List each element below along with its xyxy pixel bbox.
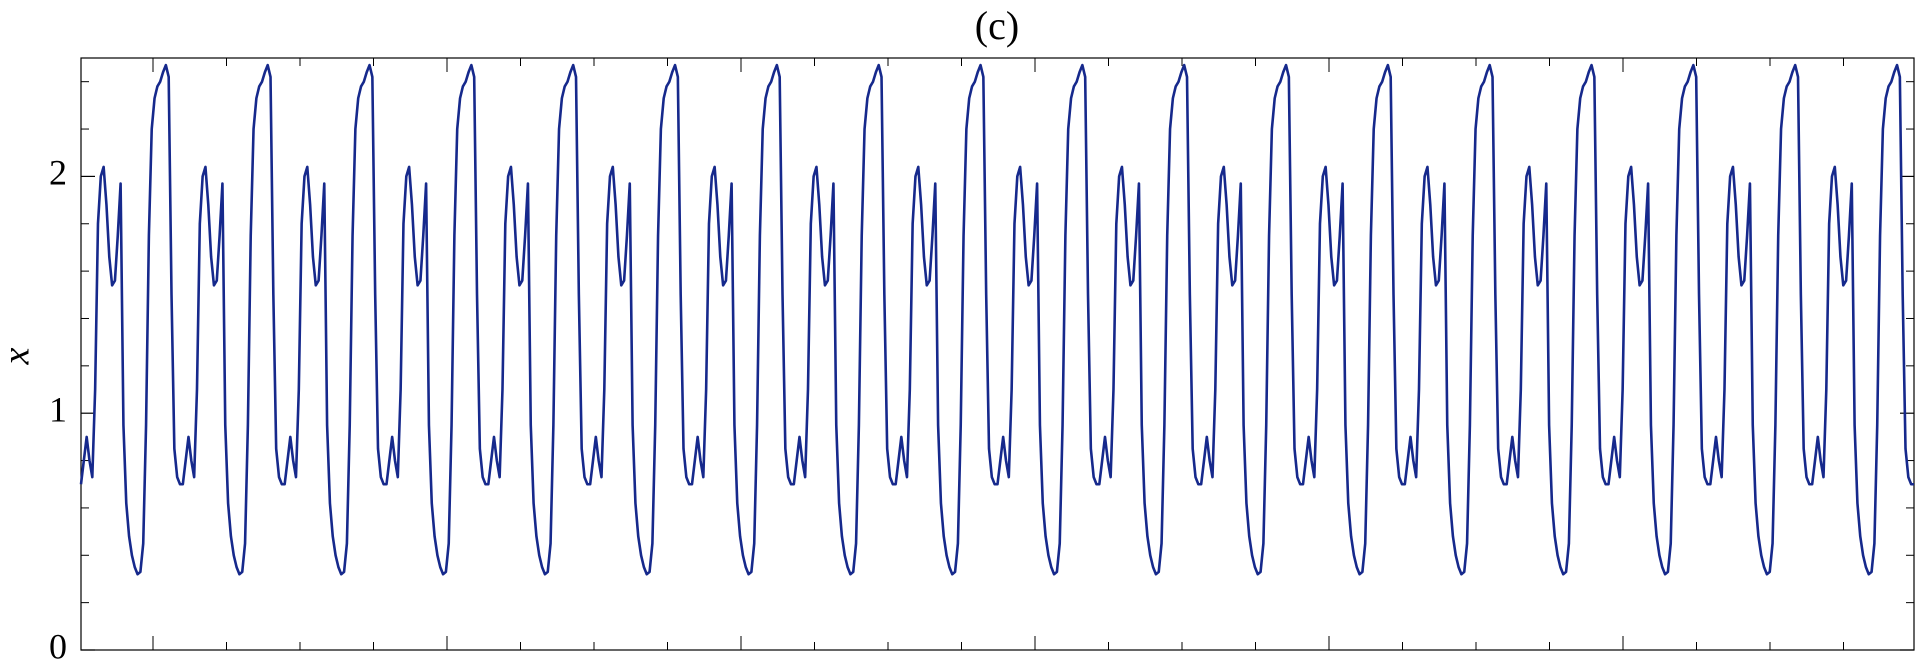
y-tick-label: 1: [49, 389, 67, 429]
y-axis-label: x: [0, 347, 38, 365]
data-line: [79, 63, 1914, 576]
y-tick-label: 2: [49, 153, 67, 193]
plot-frame: [80, 57, 1915, 651]
chart-title: (c): [975, 3, 1019, 48]
y-tick-label: 0: [49, 626, 67, 666]
